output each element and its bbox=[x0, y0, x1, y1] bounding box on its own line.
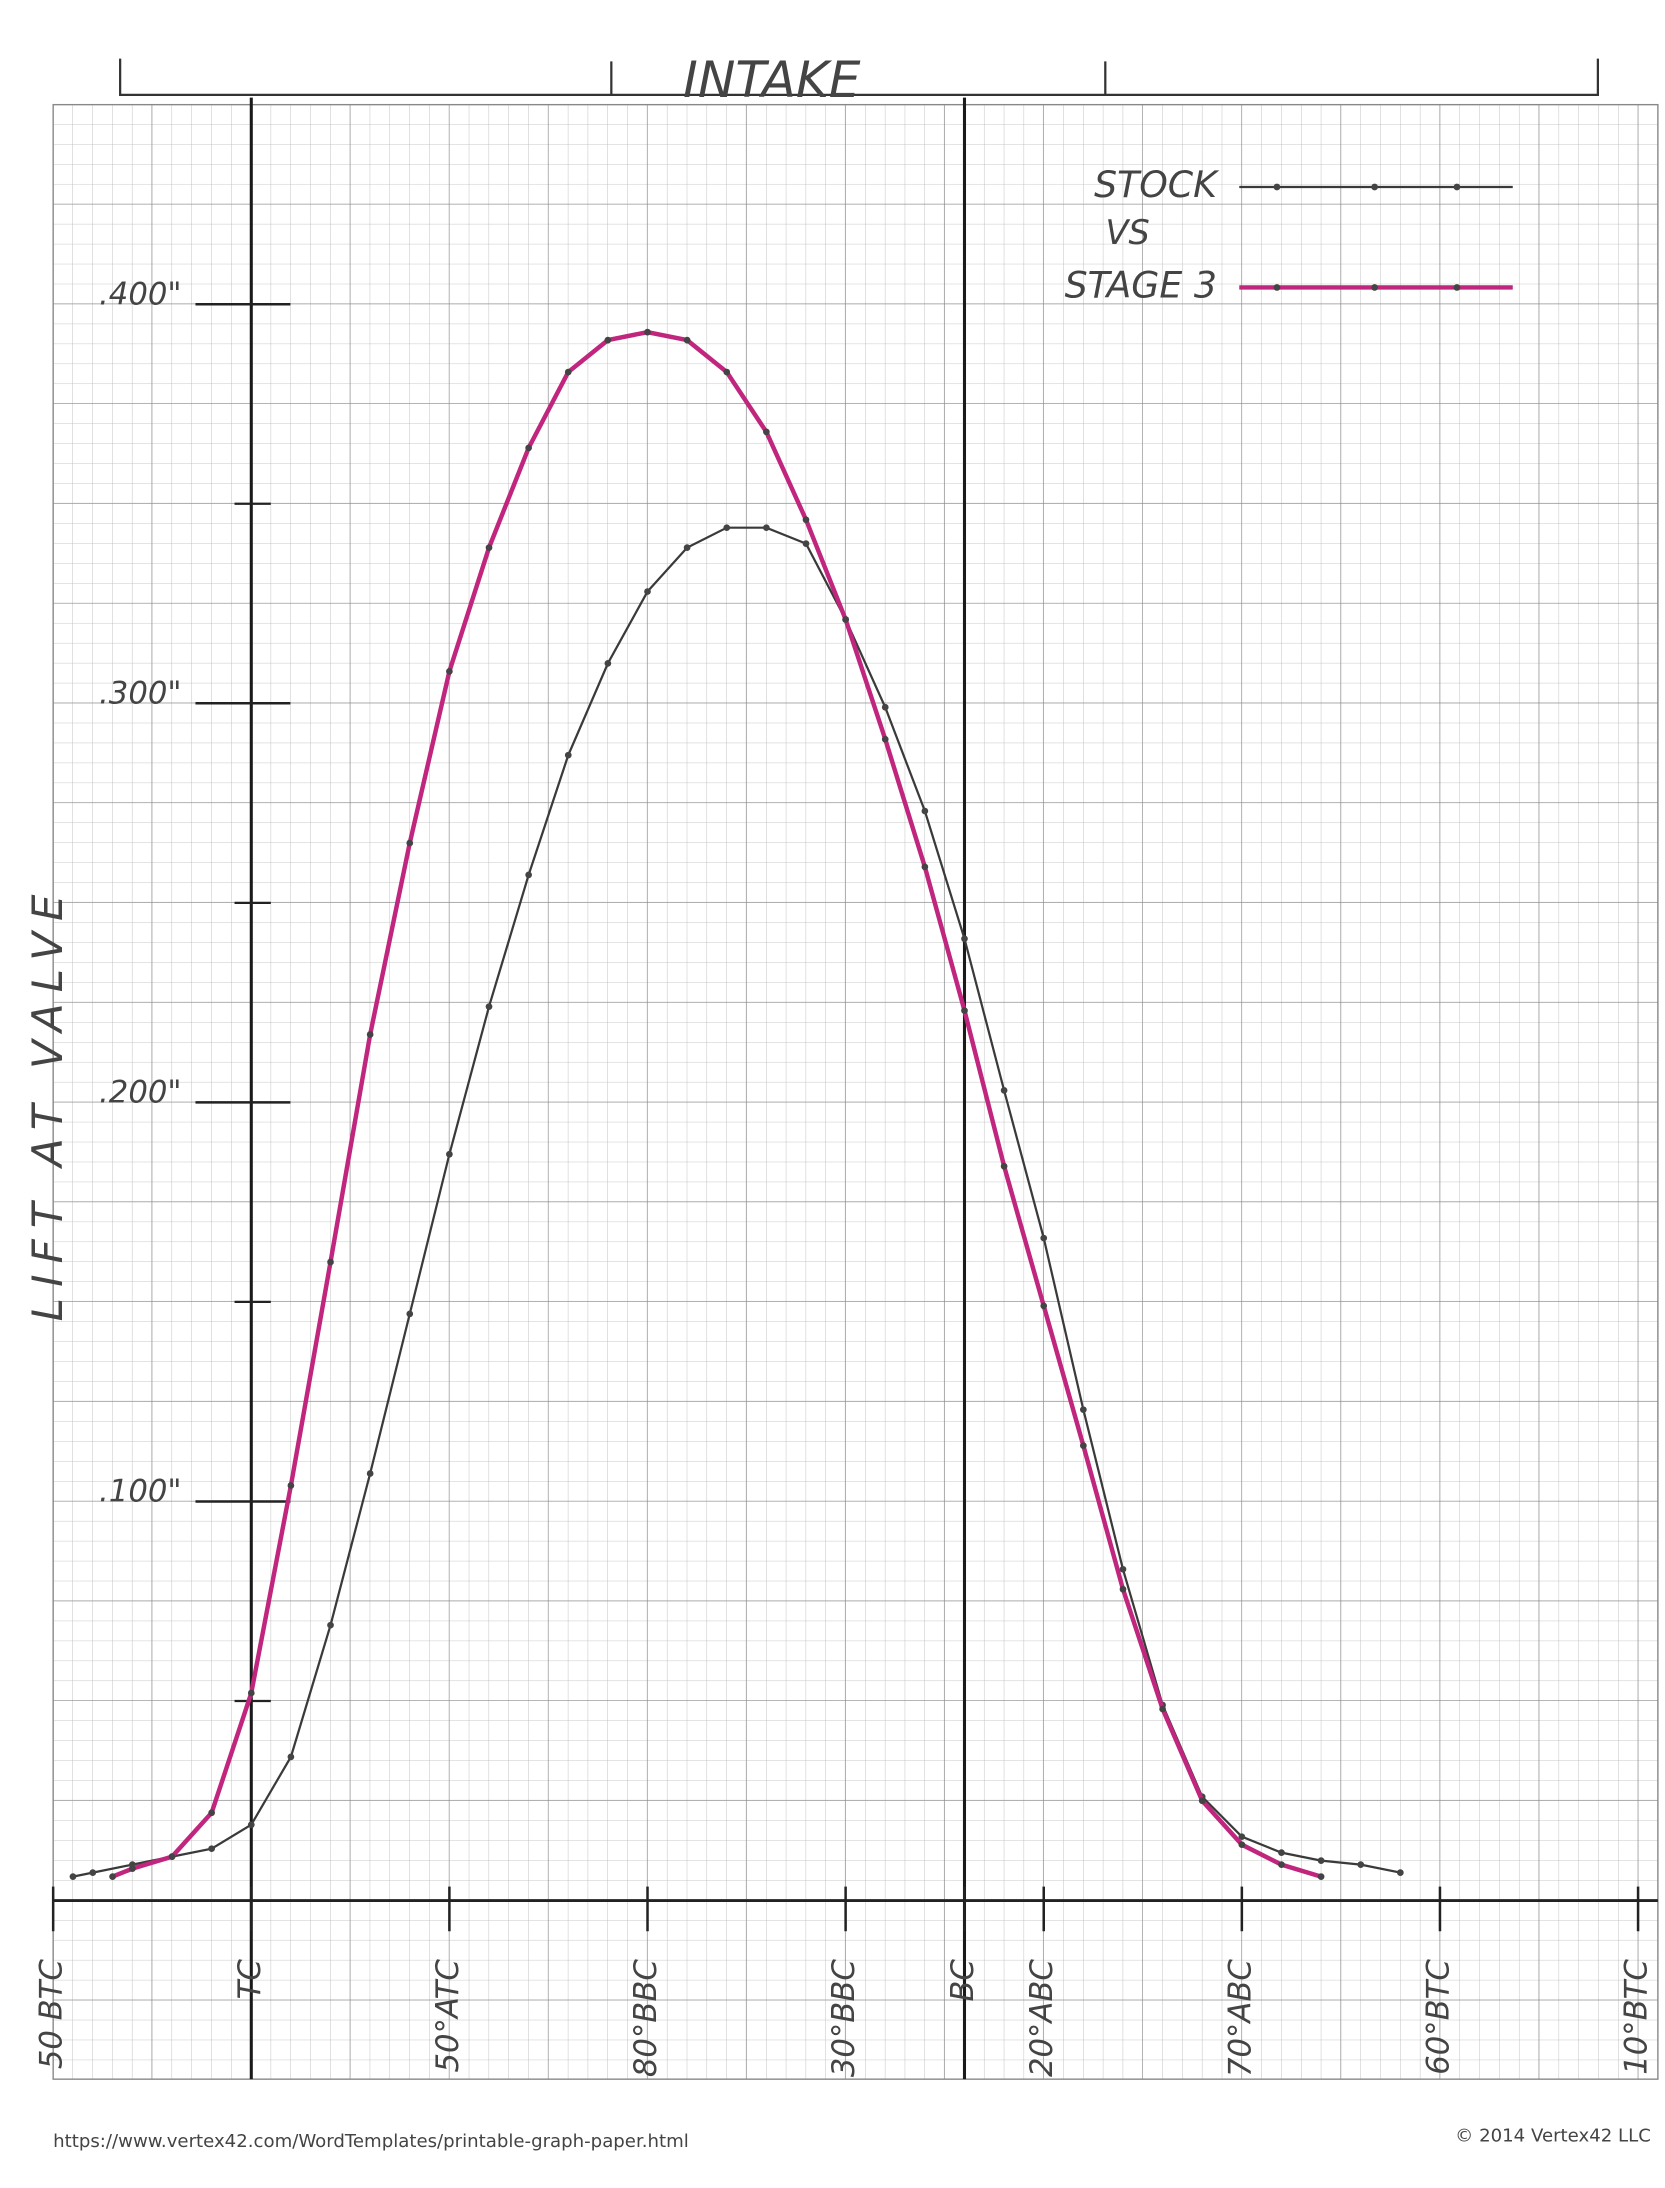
x-tick-label: 70°ABC bbox=[1223, 1959, 1258, 2077]
y-axis-label: LIFT AT VALVE bbox=[23, 883, 72, 1321]
series-line bbox=[111, 329, 1322, 1879]
x-tick-label: 50°ATC bbox=[431, 1959, 466, 2073]
data-point bbox=[485, 544, 493, 551]
data-point bbox=[208, 1845, 216, 1853]
data-point bbox=[683, 544, 691, 551]
legend-dot bbox=[1273, 183, 1281, 191]
data-point bbox=[1040, 1234, 1048, 1242]
chart-title: INTAKE bbox=[683, 50, 861, 109]
data-point bbox=[881, 735, 889, 743]
data-point bbox=[921, 807, 929, 815]
x-tick-label: 20°ABC bbox=[1025, 1959, 1060, 2077]
data-point bbox=[763, 524, 770, 532]
x-tick-label: 30°BBC bbox=[827, 1959, 862, 2077]
x-tick-label: TC bbox=[233, 1959, 268, 2000]
data-point bbox=[129, 1865, 136, 1872]
y-tick-label: .400" bbox=[99, 277, 181, 312]
data-point bbox=[604, 660, 612, 667]
data-point bbox=[1119, 1565, 1127, 1573]
data-point bbox=[1119, 1585, 1127, 1593]
data-point bbox=[406, 1310, 414, 1318]
data-point bbox=[247, 1689, 255, 1697]
y-tick-label: .300" bbox=[99, 676, 181, 711]
data-point bbox=[247, 1821, 255, 1829]
data-point bbox=[881, 703, 889, 711]
data-point bbox=[1396, 1869, 1404, 1876]
data-point bbox=[723, 524, 731, 532]
data-point bbox=[446, 1150, 453, 1158]
data-point bbox=[109, 1873, 116, 1880]
data-point bbox=[644, 588, 651, 595]
x-tick-label: 10°BTC bbox=[1620, 1959, 1655, 2075]
data-point bbox=[683, 336, 691, 344]
data-point bbox=[287, 1753, 295, 1761]
legend-label: STOCK bbox=[1094, 163, 1220, 206]
data-point bbox=[763, 428, 770, 436]
x-tick-label: 50 BTC bbox=[35, 1959, 70, 2070]
data-point bbox=[1357, 1861, 1365, 1868]
legend-dot bbox=[1453, 183, 1461, 191]
data-point bbox=[1000, 1087, 1008, 1094]
data-point bbox=[366, 1031, 374, 1038]
data-point bbox=[961, 1007, 968, 1014]
data-point bbox=[961, 935, 968, 943]
data-point bbox=[564, 368, 572, 376]
x-tick-label: BC bbox=[946, 1959, 981, 2002]
data-point bbox=[1278, 1849, 1285, 1857]
data-point bbox=[644, 328, 651, 336]
data-point bbox=[89, 1869, 97, 1876]
footer-copyright: © 2014 Vertex42 LLC bbox=[1455, 2125, 1651, 2146]
y-tick-label: .100" bbox=[99, 1475, 181, 1510]
data-point bbox=[1159, 1705, 1166, 1713]
data-point bbox=[525, 871, 532, 879]
data-point bbox=[1080, 1406, 1087, 1414]
legend-label: STAGE 3 bbox=[1065, 263, 1217, 306]
y-tick-label: .200" bbox=[99, 1076, 181, 1111]
data-point bbox=[564, 751, 572, 759]
data-point bbox=[1000, 1162, 1008, 1170]
graph-paper bbox=[52, 103, 1659, 2080]
legend-dot bbox=[1371, 284, 1378, 291]
data-point bbox=[168, 1853, 176, 1860]
plot: 50 BTC TC 50°ATC 80°BBC 30°BBC BC 20°ABC 70°ABC… bbox=[35, 97, 1658, 2080]
data-point bbox=[525, 444, 532, 452]
footer-url: https://www.vertex42.com/WordTemplates/p… bbox=[53, 2131, 689, 2152]
data-point bbox=[69, 1873, 77, 1880]
legend-dot bbox=[1453, 284, 1461, 291]
data-point bbox=[1238, 1841, 1246, 1849]
legend-dot bbox=[1371, 183, 1378, 191]
data-point bbox=[446, 668, 453, 675]
data-point bbox=[327, 1258, 334, 1266]
data-point bbox=[1317, 1857, 1325, 1864]
data-point bbox=[406, 839, 414, 847]
data-point bbox=[327, 1621, 334, 1629]
data-point bbox=[485, 1003, 493, 1010]
data-point bbox=[842, 616, 849, 623]
data-point bbox=[208, 1809, 216, 1817]
data-point bbox=[1238, 1833, 1246, 1841]
data-point bbox=[921, 863, 929, 871]
data-point bbox=[366, 1470, 374, 1477]
data-point bbox=[802, 516, 810, 524]
data-point bbox=[604, 336, 612, 344]
major-grid bbox=[52, 103, 1659, 2080]
data-point bbox=[287, 1482, 295, 1489]
legend-dot bbox=[1273, 284, 1281, 291]
data-point bbox=[1317, 1873, 1325, 1880]
data-point bbox=[1278, 1861, 1285, 1868]
data-point bbox=[1040, 1302, 1048, 1310]
data-point bbox=[1080, 1442, 1087, 1449]
legend-joiner: VS bbox=[1106, 213, 1150, 252]
data-point bbox=[802, 540, 810, 547]
data-point bbox=[1198, 1797, 1206, 1805]
x-tick-label: 60°BTC bbox=[1421, 1959, 1456, 2075]
data-point bbox=[723, 368, 731, 376]
x-tick-label: 80°BBC bbox=[629, 1959, 664, 2077]
title-bracket bbox=[119, 58, 1599, 97]
